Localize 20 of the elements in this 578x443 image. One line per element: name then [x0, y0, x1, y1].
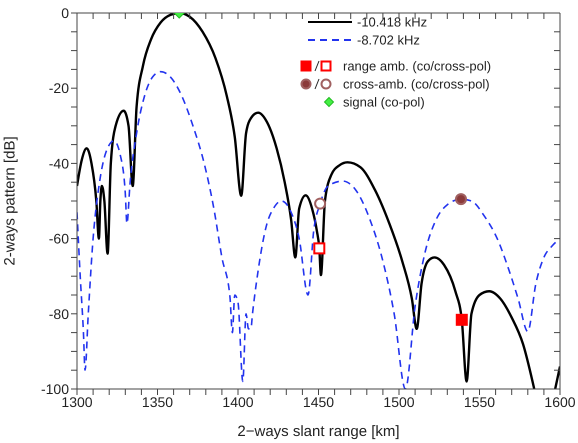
x-tick-label: 1600 — [544, 394, 576, 410]
x-tick-label: 1350 — [142, 394, 174, 410]
y-tick-label: -80 — [48, 306, 70, 322]
x-axis-title: 2−ways slant range [km] — [237, 423, 400, 440]
point — [456, 314, 468, 326]
point — [454, 193, 467, 206]
legend-label: -8.702 kHz — [357, 32, 420, 48]
y-axis-title: 2-ways pattern [dB] — [1, 136, 18, 266]
x-tick-label: 1500 — [383, 394, 415, 410]
legend-label: -10.418 kHz — [357, 14, 428, 30]
legend-label: signal (co-pol) — [343, 94, 425, 110]
y-tick-label: -60 — [48, 230, 70, 247]
legend-label: range amb. (co/cross-pol) — [343, 58, 492, 74]
y-tick-label: 0 — [61, 4, 70, 21]
x-tick-label: 1400 — [222, 394, 254, 410]
y-tick-label: -40 — [48, 155, 70, 172]
legend-label: cross-amb. (co/cross-pol) — [343, 76, 490, 92]
x-tick-label: 1450 — [302, 394, 334, 410]
x-tick-label: 1550 — [464, 394, 496, 410]
y-tick-label: -20 — [48, 80, 70, 96]
